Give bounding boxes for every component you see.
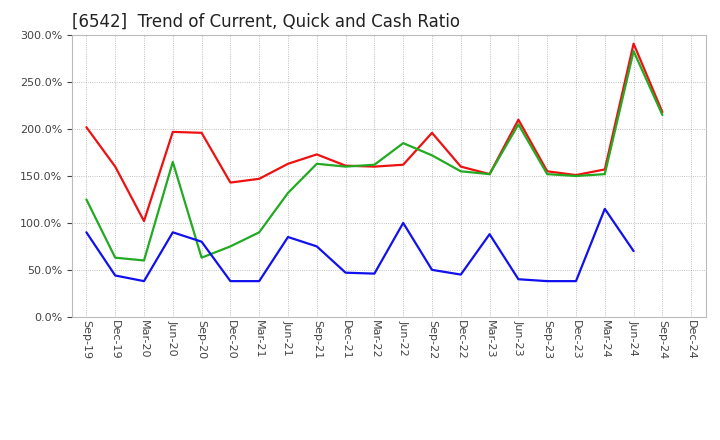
Quick Ratio [111, 255, 120, 260]
Current Ratio [255, 176, 264, 181]
Quick Ratio [399, 140, 408, 146]
Cash Ratio [543, 279, 552, 284]
Current Ratio [456, 164, 465, 169]
Current Ratio [658, 110, 667, 115]
Quick Ratio [514, 122, 523, 127]
Quick Ratio [629, 48, 638, 54]
Current Ratio [370, 164, 379, 169]
Cash Ratio [341, 270, 350, 275]
Quick Ratio [658, 112, 667, 117]
Current Ratio [312, 152, 321, 157]
Cash Ratio [140, 279, 148, 284]
Cash Ratio [168, 230, 177, 235]
Cash Ratio [629, 249, 638, 254]
Quick Ratio [485, 172, 494, 177]
Current Ratio [514, 117, 523, 122]
Text: [6542]  Trend of Current, Quick and Cash Ratio: [6542] Trend of Current, Quick and Cash … [72, 13, 460, 31]
Quick Ratio [140, 258, 148, 263]
Current Ratio [629, 41, 638, 46]
Current Ratio [485, 172, 494, 177]
Current Ratio [284, 161, 292, 166]
Current Ratio [226, 180, 235, 185]
Quick Ratio [456, 169, 465, 174]
Cash Ratio [197, 239, 206, 244]
Cash Ratio [399, 220, 408, 226]
Cash Ratio [485, 231, 494, 237]
Quick Ratio [226, 244, 235, 249]
Current Ratio [428, 130, 436, 136]
Current Ratio [341, 163, 350, 169]
Cash Ratio [600, 206, 609, 212]
Cash Ratio [255, 279, 264, 284]
Quick Ratio [197, 255, 206, 260]
Cash Ratio [111, 273, 120, 278]
Cash Ratio [82, 230, 91, 235]
Quick Ratio [168, 159, 177, 165]
Quick Ratio [312, 161, 321, 166]
Cash Ratio [226, 279, 235, 284]
Line: Quick Ratio: Quick Ratio [86, 51, 662, 260]
Cash Ratio [572, 279, 580, 284]
Quick Ratio [370, 162, 379, 167]
Current Ratio [543, 169, 552, 174]
Current Ratio [600, 167, 609, 172]
Current Ratio [399, 162, 408, 167]
Current Ratio [197, 130, 206, 136]
Current Ratio [572, 172, 580, 178]
Quick Ratio [543, 172, 552, 177]
Current Ratio [82, 125, 91, 130]
Quick Ratio [572, 173, 580, 179]
Line: Current Ratio: Current Ratio [86, 44, 662, 221]
Cash Ratio [514, 277, 523, 282]
Current Ratio [140, 218, 148, 224]
Cash Ratio [370, 271, 379, 276]
Quick Ratio [255, 230, 264, 235]
Quick Ratio [600, 172, 609, 177]
Quick Ratio [341, 164, 350, 169]
Quick Ratio [428, 153, 436, 158]
Cash Ratio [428, 267, 436, 272]
Current Ratio [168, 129, 177, 135]
Cash Ratio [312, 244, 321, 249]
Quick Ratio [284, 190, 292, 195]
Line: Cash Ratio: Cash Ratio [86, 209, 634, 281]
Cash Ratio [284, 235, 292, 240]
Quick Ratio [82, 197, 91, 202]
Cash Ratio [456, 272, 465, 277]
Current Ratio [111, 164, 120, 169]
